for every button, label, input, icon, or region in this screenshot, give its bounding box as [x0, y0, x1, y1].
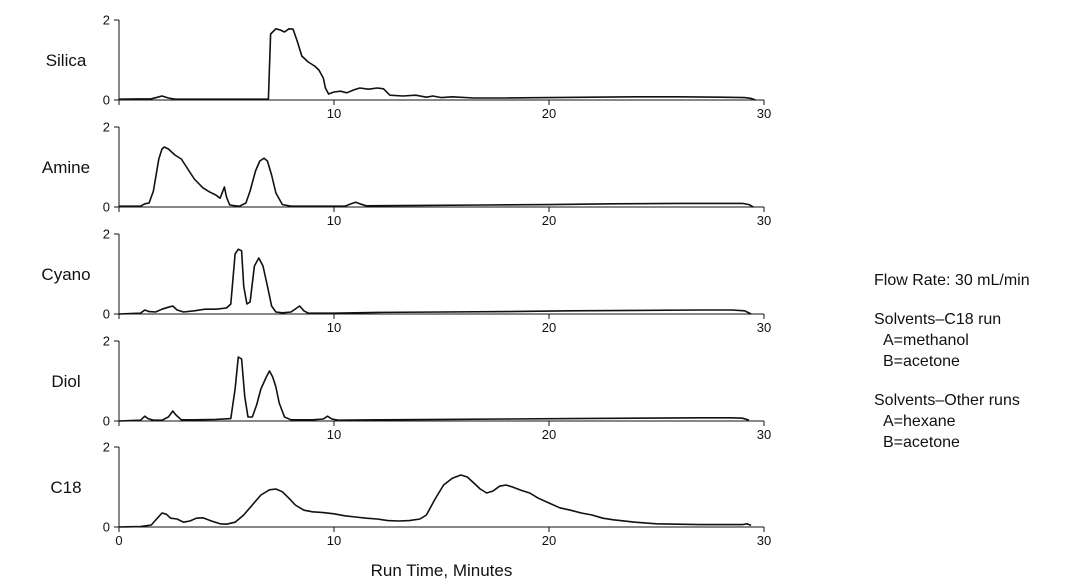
other-solvents-title: Solvents–Other runs — [874, 392, 1020, 409]
y-tick-label-silica-0: 0 — [103, 93, 110, 108]
panel-label-diol: Diol — [51, 372, 80, 391]
panel-label-amine: Amine — [42, 158, 90, 177]
x-tick-label-cyano-30: 30 — [757, 320, 771, 335]
x-tick-label-diol-20: 20 — [542, 427, 556, 442]
c18-solvents-title: Solvents–C18 run — [874, 311, 1002, 328]
x-tick-label-silica-30: 30 — [757, 106, 771, 121]
x-tick-label-c18-10: 10 — [327, 533, 341, 548]
c18-solvent-a: A=methanol — [883, 332, 969, 349]
x-tick-label-amine-30: 30 — [757, 213, 771, 228]
other-solvent-a: A=hexane — [883, 413, 956, 430]
y-tick-label-amine-2: 2 — [103, 120, 110, 135]
x-tick-label-c18-20: 20 — [542, 533, 556, 548]
run-conditions-notes: Flow Rate: 30 mL/min Solvents–C18 run A=… — [874, 270, 1070, 453]
c18-solvent-b: B=acetone — [883, 353, 960, 370]
y-tick-label-silica-2: 2 — [103, 13, 110, 28]
x-tick-label-silica-20: 20 — [542, 106, 556, 121]
trace-amine — [119, 146, 754, 208]
y-tick-label-c18-0: 0 — [103, 520, 110, 535]
trace-diol — [118, 356, 750, 422]
x-tick-label-cyano-10: 10 — [327, 320, 341, 335]
x-tick-label-diol-10: 10 — [327, 427, 341, 442]
panel-label-silica: Silica — [46, 51, 87, 70]
y-tick-label-diol-2: 2 — [103, 334, 110, 349]
x-tick-label-amine-10: 10 — [327, 213, 341, 228]
y-tick-label-cyano-0: 0 — [103, 307, 110, 322]
flow-rate-note: Flow Rate: 30 mL/min — [874, 272, 1030, 289]
other-solvent-b: B=acetone — [883, 434, 960, 451]
x-tick-label-diol-30: 30 — [757, 427, 771, 442]
y-tick-label-diol-0: 0 — [103, 414, 110, 429]
panel-label-cyano: Cyano — [41, 265, 90, 284]
x-tick-label-silica-10: 10 — [327, 106, 341, 121]
panel-label-c18: C18 — [50, 478, 81, 497]
x-tick-label-c18-30: 30 — [757, 533, 771, 548]
trace-c18 — [118, 474, 752, 528]
x-tick-label-amine-20: 20 — [542, 213, 556, 228]
trace-silica — [118, 28, 756, 101]
y-tick-label-amine-0: 0 — [103, 200, 110, 215]
y-tick-label-cyano-2: 2 — [103, 227, 110, 242]
x-tick-label-cyano-20: 20 — [542, 320, 556, 335]
y-tick-label-c18-2: 2 — [103, 440, 110, 455]
trace-cyano — [118, 248, 752, 315]
x-tick-label-c18-0: 0 — [115, 533, 122, 548]
x-axis-title: Run Time, Minutes — [371, 561, 513, 580]
